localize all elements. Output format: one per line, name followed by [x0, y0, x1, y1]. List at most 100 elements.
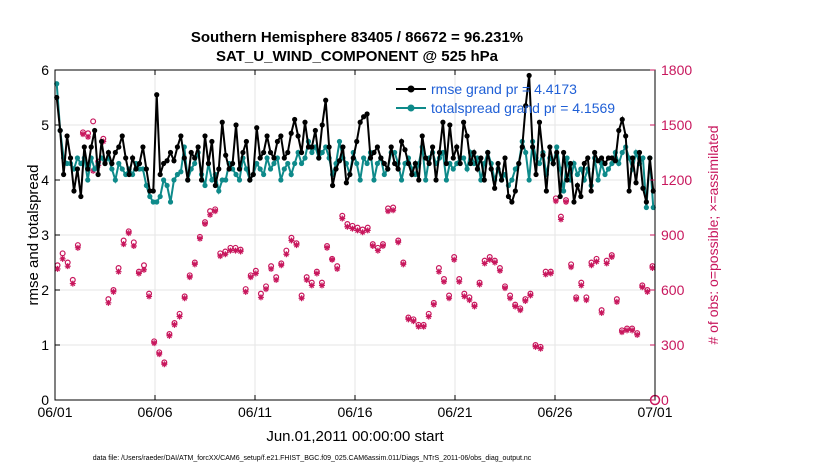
totalspread-point: [298, 160, 305, 167]
assimilated-obs-point: [608, 254, 615, 260]
rmse-point: [354, 138, 360, 145]
rmse-point: [181, 155, 187, 161]
totalspread-point: [147, 193, 153, 200]
rmse-point: [250, 171, 256, 178]
totalspread-point: [216, 188, 222, 194]
totalspread-point: [202, 182, 208, 189]
rmse-point: [371, 149, 377, 156]
assimilated-obs-point: [430, 301, 437, 308]
rmse-point: [433, 177, 439, 183]
assimilated-obs-point: [186, 274, 193, 281]
rmse-point: [488, 166, 494, 172]
totalspread-point: [450, 166, 456, 172]
assimilated-obs-point: [252, 270, 259, 277]
rmse-point: [550, 160, 556, 167]
rmse-point: [278, 133, 284, 139]
rmse-point: [581, 160, 587, 167]
totalspread-point: [143, 182, 149, 189]
totalspread-point: [209, 177, 215, 183]
rmse-point: [178, 133, 184, 139]
rmse-point: [467, 160, 474, 167]
totalspread-point: [302, 155, 308, 161]
assimilated-obs-point: [385, 208, 392, 215]
rmse-point: [526, 72, 532, 79]
totalspread-point: [154, 199, 160, 205]
assimilated-obs-point: [476, 281, 483, 288]
assimilated-obs-point: [583, 297, 590, 304]
assimilated-obs-point: [644, 288, 651, 295]
legend-rmse-marker: [407, 85, 415, 93]
rmse-point: [129, 155, 136, 161]
rmse-point: [150, 188, 156, 194]
assimilated-obs-point: [283, 251, 290, 258]
rmse-point: [426, 160, 432, 167]
totalspread-point: [161, 177, 167, 183]
totalspread-point: [309, 149, 315, 156]
assimilated-obs-point: [639, 284, 646, 291]
y-tick-label: 3: [41, 227, 49, 243]
totalspread-point: [464, 166, 470, 172]
rmse-point: [481, 177, 487, 183]
assimilated-obs-point: [547, 270, 554, 277]
assimilated-obs-point: [456, 278, 463, 285]
rmse-point: [188, 149, 194, 156]
assimilated-obs-point: [435, 268, 442, 275]
rmse-point: [140, 144, 146, 150]
rmse-point: [136, 160, 143, 167]
assimilated-obs-point: [557, 216, 564, 223]
y2-tick-label: 1500: [661, 117, 692, 133]
rmse-point: [412, 160, 418, 167]
rmse-point: [333, 166, 339, 172]
assimilated-obs-point: [364, 227, 371, 234]
assimilated-obs-point: [227, 247, 234, 254]
assimilated-obs-point: [273, 276, 280, 283]
x-axis-label: Jun.01,2011 00:00:00 start: [266, 428, 444, 445]
totalspread-point: [574, 171, 581, 178]
assimilated-obs-point: [512, 303, 519, 310]
assimilated-obs-point: [54, 265, 61, 272]
rmse-point: [364, 111, 370, 117]
rmse-point: [319, 122, 325, 128]
rmse-point: [598, 155, 605, 161]
rmse-point: [567, 160, 574, 167]
rmse-point: [219, 119, 225, 125]
assimilated-obs-point: [202, 221, 208, 227]
y2-tick-label: 1200: [661, 172, 692, 188]
rmse-point: [295, 133, 301, 139]
rmse-point: [367, 155, 374, 161]
assimilated-obs-point: [161, 361, 168, 368]
totalspread-point: [164, 182, 170, 189]
totalspread-point: [257, 166, 263, 172]
rmse-point: [185, 177, 191, 183]
rmse-point: [357, 119, 363, 125]
rmse-point: [316, 155, 322, 161]
rmse-point: [547, 144, 553, 150]
assimilated-obs-point: [634, 331, 641, 338]
rmse-point: [474, 166, 481, 172]
y-axis-label: rmse and totalspread: [25, 165, 42, 306]
totalspread-point: [381, 171, 387, 178]
grid-lines: [55, 70, 655, 400]
totalspread-point: [364, 160, 370, 167]
rmse-point: [461, 119, 467, 125]
assimilated-obs-point: [59, 255, 66, 262]
chart-subtitle: SAT_U_WIND_COMPONENT @ 525 hPa: [216, 48, 499, 65]
totalspread-point: [92, 166, 98, 172]
rmse-point: [416, 177, 422, 183]
chart-title: Southern Hemisphere 83405 / 86672 = 96.2…: [191, 29, 523, 46]
x-tick-label: 07/01: [637, 404, 672, 420]
rmse-point: [516, 160, 522, 167]
assimilated-obs-point: [618, 329, 625, 336]
rmse-point: [64, 133, 70, 139]
rmse-point: [643, 199, 649, 205]
rmse-point: [302, 119, 308, 125]
rmse-point: [405, 160, 412, 167]
totalspread-point: [423, 177, 429, 183]
rmse-point: [388, 144, 394, 150]
rmse-point: [588, 188, 594, 194]
assimilated-obs-point: [324, 244, 331, 251]
rmse-point: [95, 171, 101, 178]
tick-layer: 06/01 06/06 06/11 06/16 06/21 06/26 07/0101234…: [37, 62, 692, 420]
assimilated-obs-point: [334, 265, 341, 272]
y2-axis-label: # of obs: o=possible; ×=assimilated: [705, 125, 721, 344]
